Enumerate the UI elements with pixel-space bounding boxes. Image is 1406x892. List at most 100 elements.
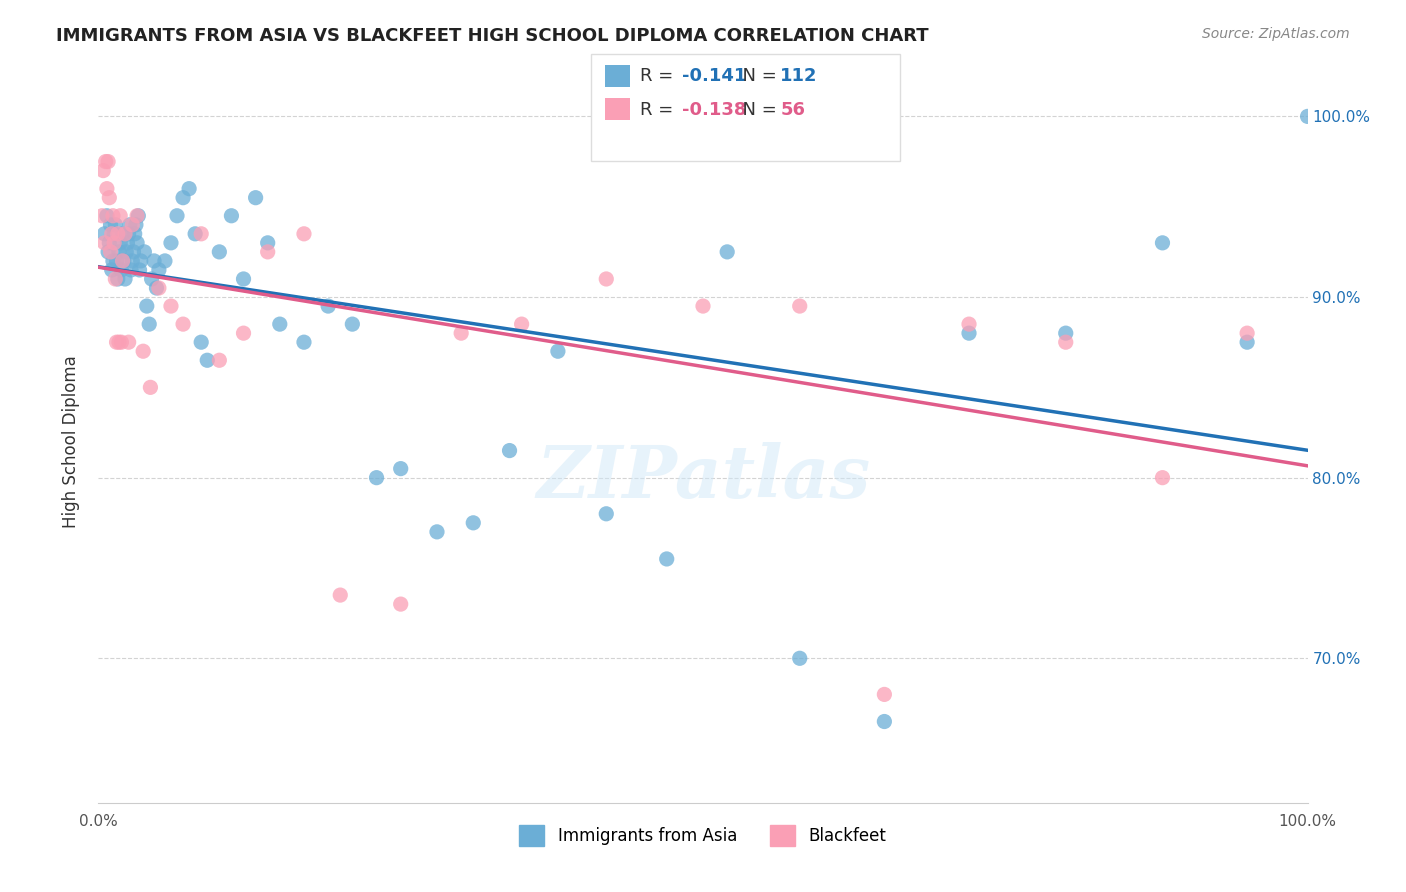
- Immigrants from Asia: [366, 470, 388, 484]
- Immigrants from Asia: [110, 263, 132, 277]
- Blackfeet: [96, 182, 118, 196]
- Immigrants from Asia: [190, 335, 212, 350]
- Blackfeet: [98, 191, 121, 205]
- Immigrants from Asia: [172, 191, 194, 205]
- Blackfeet: [450, 326, 472, 341]
- Blackfeet: [139, 380, 162, 394]
- Blackfeet: [100, 227, 122, 241]
- Text: 112: 112: [780, 67, 818, 85]
- Immigrants from Asia: [957, 326, 980, 341]
- Immigrants from Asia: [873, 714, 896, 729]
- Blackfeet: [91, 163, 114, 178]
- Immigrants from Asia: [1054, 326, 1077, 341]
- Blackfeet: [172, 317, 194, 331]
- Immigrants from Asia: [1296, 109, 1319, 123]
- Blackfeet: [127, 209, 149, 223]
- Blackfeet: [692, 299, 714, 313]
- Blackfeet: [232, 326, 254, 341]
- Immigrants from Asia: [122, 244, 145, 259]
- Text: R =: R =: [640, 101, 679, 119]
- Blackfeet: [957, 317, 980, 331]
- Blackfeet: [108, 209, 131, 223]
- Immigrants from Asia: [195, 353, 218, 368]
- Immigrants from Asia: [184, 227, 207, 241]
- Blackfeet: [789, 299, 811, 313]
- Immigrants from Asia: [145, 281, 167, 295]
- Blackfeet: [114, 227, 136, 241]
- Immigrants from Asia: [101, 253, 124, 268]
- Immigrants from Asia: [655, 552, 678, 566]
- Immigrants from Asia: [118, 218, 141, 232]
- Blackfeet: [329, 588, 352, 602]
- Immigrants from Asia: [716, 244, 738, 259]
- Immigrants from Asia: [114, 272, 136, 286]
- Blackfeet: [132, 344, 155, 359]
- Immigrants from Asia: [160, 235, 183, 250]
- Blackfeet: [1152, 470, 1174, 484]
- Immigrants from Asia: [595, 507, 617, 521]
- Immigrants from Asia: [221, 209, 243, 223]
- Immigrants from Asia: [97, 244, 120, 259]
- Blackfeet: [256, 244, 278, 259]
- Immigrants from Asia: [104, 218, 127, 232]
- Blackfeet: [190, 227, 212, 241]
- Immigrants from Asia: [292, 335, 315, 350]
- Immigrants from Asia: [208, 244, 231, 259]
- Text: Source: ZipAtlas.com: Source: ZipAtlas.com: [1202, 27, 1350, 41]
- Immigrants from Asia: [100, 263, 122, 277]
- Immigrants from Asia: [498, 443, 520, 458]
- Blackfeet: [595, 272, 617, 286]
- Immigrants from Asia: [141, 272, 163, 286]
- Text: IMMIGRANTS FROM ASIA VS BLACKFEET HIGH SCHOOL DIPLOMA CORRELATION CHART: IMMIGRANTS FROM ASIA VS BLACKFEET HIGH S…: [56, 27, 929, 45]
- Immigrants from Asia: [111, 227, 134, 241]
- Immigrants from Asia: [115, 244, 138, 259]
- Text: 56: 56: [780, 101, 806, 119]
- Immigrants from Asia: [153, 253, 176, 268]
- Blackfeet: [108, 335, 131, 350]
- Blackfeet: [97, 154, 120, 169]
- Immigrants from Asia: [112, 253, 135, 268]
- Blackfeet: [104, 272, 127, 286]
- Immigrants from Asia: [463, 516, 485, 530]
- Text: -0.138: -0.138: [682, 101, 747, 119]
- Immigrants from Asia: [125, 218, 148, 232]
- Immigrants from Asia: [134, 244, 156, 259]
- Text: R =: R =: [640, 67, 679, 85]
- Immigrants from Asia: [108, 235, 131, 250]
- Blackfeet: [101, 209, 124, 223]
- Blackfeet: [107, 227, 129, 241]
- Blackfeet: [110, 335, 132, 350]
- Text: ZIPatlas: ZIPatlas: [536, 442, 870, 513]
- Immigrants from Asia: [120, 263, 142, 277]
- Blackfeet: [208, 353, 231, 368]
- Immigrants from Asia: [129, 253, 152, 268]
- Immigrants from Asia: [269, 317, 291, 331]
- Blackfeet: [510, 317, 533, 331]
- Immigrants from Asia: [127, 209, 149, 223]
- Immigrants from Asia: [98, 235, 121, 250]
- Immigrants from Asia: [118, 227, 141, 241]
- Immigrants from Asia: [128, 263, 150, 277]
- Immigrants from Asia: [135, 299, 157, 313]
- Blackfeet: [94, 154, 117, 169]
- Text: N =: N =: [731, 67, 783, 85]
- Blackfeet: [100, 244, 122, 259]
- Blackfeet: [1054, 335, 1077, 350]
- Immigrants from Asia: [143, 253, 166, 268]
- Immigrants from Asia: [103, 227, 125, 241]
- Immigrants from Asia: [93, 227, 115, 241]
- Immigrants from Asia: [1152, 235, 1174, 250]
- Blackfeet: [121, 218, 143, 232]
- Blackfeet: [103, 235, 125, 250]
- Blackfeet: [105, 335, 128, 350]
- Immigrants from Asia: [121, 253, 143, 268]
- Immigrants from Asia: [256, 235, 278, 250]
- Immigrants from Asia: [316, 299, 339, 313]
- Immigrants from Asia: [547, 344, 569, 359]
- Immigrants from Asia: [166, 209, 188, 223]
- Immigrants from Asia: [789, 651, 811, 665]
- Text: -0.141: -0.141: [682, 67, 747, 85]
- Blackfeet: [148, 281, 170, 295]
- Immigrants from Asia: [127, 235, 149, 250]
- Legend: Immigrants from Asia, Blackfeet: Immigrants from Asia, Blackfeet: [513, 819, 893, 852]
